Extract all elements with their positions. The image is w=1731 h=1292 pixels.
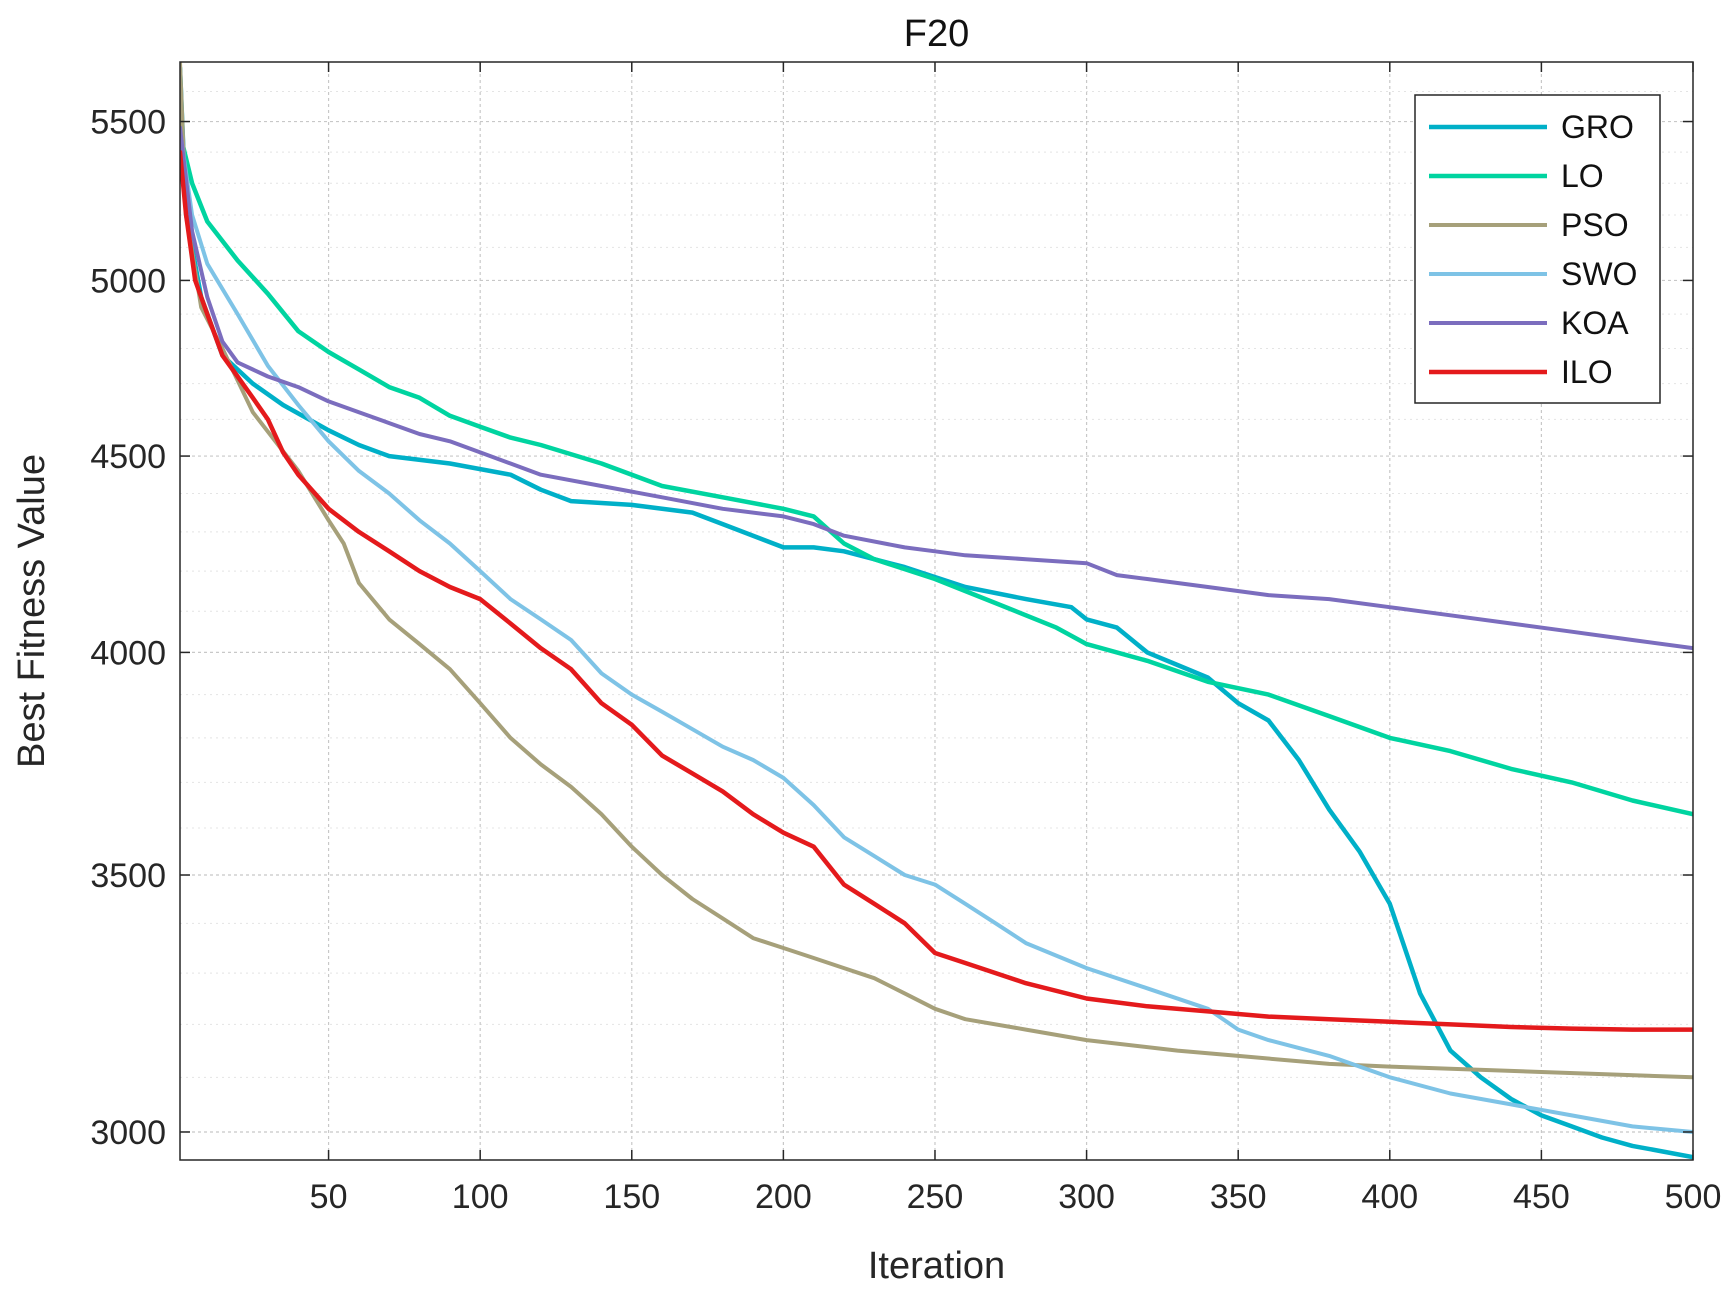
legend-box	[1414, 94, 1661, 404]
x-tick-label: 50	[310, 1178, 348, 1216]
legend-label-ilo: ILO	[1561, 354, 1613, 390]
x-tick-label: 300	[1058, 1178, 1115, 1216]
series-line-gro	[180, 65, 1693, 1160]
x-tick-label: 200	[755, 1178, 812, 1216]
x-tick-label: 350	[1210, 1178, 1267, 1216]
series-line-pso	[180, 62, 1693, 1080]
x-tick-label: 100	[452, 1178, 509, 1216]
legend-label-swo: SWO	[1561, 256, 1637, 292]
legend-label-pso: PSO	[1561, 207, 1629, 243]
y-tick-label: 4500	[90, 438, 166, 476]
series-layer	[180, 62, 1693, 1160]
legend-label-koa: KOA	[1561, 305, 1629, 341]
series-line-swo	[180, 128, 1693, 1134]
legend-label-lo: LO	[1561, 158, 1604, 194]
y-tick-label: 5500	[90, 104, 166, 142]
chart-title: F20	[904, 13, 969, 55]
y-tick-label: 4000	[90, 634, 166, 672]
legend: GRO LO PSO SWO KOA ILO	[1414, 94, 1661, 404]
x-axis-ticks: 50 100 150 200 250 300 350 400 450 500	[310, 62, 1722, 1216]
x-tick-label: 150	[603, 1178, 660, 1216]
x-tick-label: 250	[907, 1178, 964, 1216]
x-tick-label: 400	[1361, 1178, 1418, 1216]
plot-frame	[179, 61, 1694, 1161]
series-line-lo	[180, 131, 1693, 817]
legend-label-gro: GRO	[1561, 109, 1634, 145]
y-axis-ticks: 3000 3500 4000 4500 5000 5500	[90, 104, 1693, 1152]
series-line-ilo	[180, 149, 1693, 1032]
y-tick-label: 3000	[90, 1114, 166, 1152]
y-axis-title: Best Fitness Value	[11, 454, 53, 768]
y-tick-label: 5000	[90, 262, 166, 300]
x-tick-label: 500	[1665, 1178, 1722, 1216]
series-line-koa	[180, 125, 1693, 651]
x-axis-title: Iteration	[868, 1245, 1005, 1287]
y-tick-label: 3500	[90, 857, 166, 895]
x-tick-label: 450	[1513, 1178, 1570, 1216]
